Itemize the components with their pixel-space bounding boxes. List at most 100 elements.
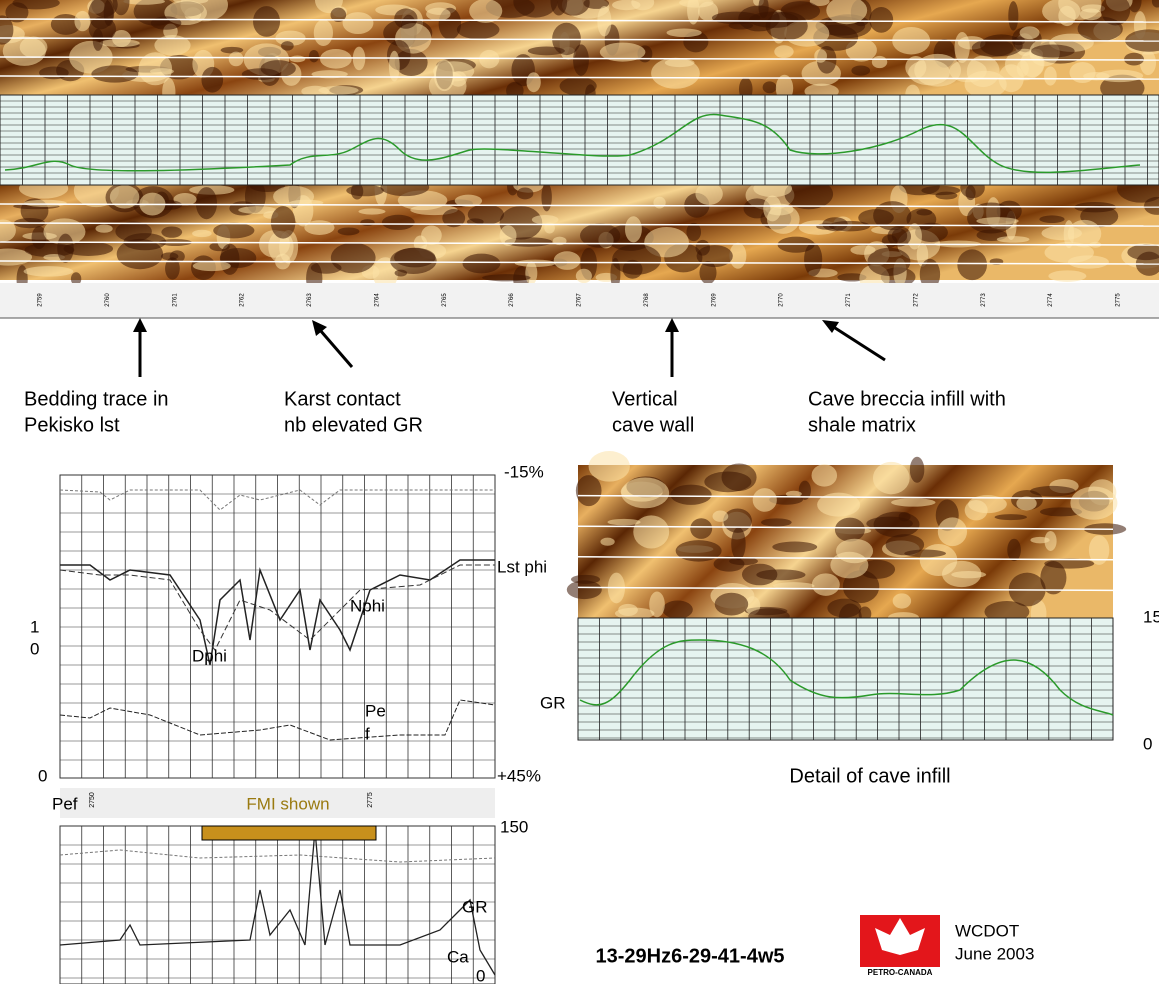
texture	[686, 222, 702, 242]
texture	[834, 517, 865, 542]
texture	[23, 199, 67, 207]
texture	[1007, 538, 1021, 562]
texture	[319, 49, 352, 69]
texture	[462, 253, 501, 274]
depth-label: 2773	[981, 293, 987, 307]
texture	[499, 225, 517, 246]
depth-label: 2765	[442, 293, 448, 307]
texture	[1041, 225, 1082, 241]
texture	[919, 544, 958, 577]
texture	[433, 59, 455, 92]
texture	[575, 475, 602, 507]
logo-text: PETRO-CANADA	[868, 968, 933, 977]
texture	[228, 51, 244, 67]
annotation: Pekisko lst	[24, 414, 120, 436]
texture	[192, 229, 212, 238]
texture	[892, 593, 912, 609]
depth-label: 2766	[509, 293, 515, 307]
scale-label: 0	[1143, 734, 1152, 753]
texture	[466, 218, 484, 226]
texture	[784, 178, 834, 210]
scale-label: -15%	[504, 462, 544, 481]
fmi-range-bar	[201, 825, 377, 841]
curve-label: GR	[540, 693, 566, 712]
texture	[964, 70, 1007, 99]
logo	[860, 915, 940, 979]
texture	[454, 194, 483, 207]
trace-line	[577, 556, 1114, 561]
texture	[1151, 0, 1159, 8]
texture	[887, 226, 911, 247]
texture	[607, 518, 641, 526]
texture	[281, 41, 294, 51]
texture	[624, 216, 642, 243]
texture	[1044, 66, 1057, 86]
depth-label: 2768	[644, 293, 650, 307]
texture	[804, 242, 823, 277]
texture	[798, 480, 811, 501]
texts: -15% Lst phi 1 0 Dphi Nphi Pe f 0 +45% P…	[30, 462, 1159, 984]
scale-label: +45%	[497, 766, 541, 785]
texture	[95, 224, 113, 233]
depth-label: 2761	[172, 293, 178, 307]
texture	[442, 209, 466, 228]
texture	[109, 185, 140, 209]
texture	[1030, 536, 1050, 544]
texture	[394, 8, 418, 29]
well-id: 13-29Hz6-29-41-4w5	[596, 945, 785, 967]
depth-label: 2750	[89, 792, 96, 808]
texture	[666, 28, 702, 38]
trace-line	[0, 18, 1159, 23]
trace-line	[0, 203, 1159, 208]
texture	[756, 569, 806, 581]
depth-label: 2759	[38, 293, 44, 307]
texture	[871, 55, 888, 69]
texture	[811, 464, 838, 487]
texture	[390, 247, 437, 274]
organization: WCDOT	[955, 921, 1019, 940]
curve-label: GR	[462, 897, 488, 916]
texture	[842, 570, 880, 603]
depth-labels: 2759 2760 2761 2762 2763 2764 2765 2766 2767 2768…	[38, 293, 1122, 307]
texture	[313, 19, 334, 47]
texture	[516, 187, 534, 200]
trace-line	[0, 37, 1159, 42]
texture	[1040, 561, 1067, 595]
texture	[74, 10, 91, 32]
texture	[531, 214, 559, 225]
texture	[308, 49, 320, 63]
texture	[851, 65, 871, 76]
texture	[695, 182, 723, 205]
texture	[1069, 61, 1096, 84]
depth-label: 2767	[577, 293, 583, 307]
arrows	[133, 318, 886, 377]
texture	[482, 274, 531, 282]
annotation: shale matrix	[808, 414, 916, 436]
annotation: nb elevated GR	[284, 414, 423, 436]
texture	[612, 0, 641, 11]
texture	[965, 185, 976, 201]
texture	[612, 244, 662, 275]
scale-label: 0	[476, 966, 485, 984]
texture	[830, 551, 869, 579]
texture	[699, 261, 717, 285]
texture	[765, 11, 808, 41]
texture	[310, 261, 342, 274]
trace-line	[577, 586, 1114, 592]
texture	[91, 65, 139, 83]
texture	[690, 518, 713, 539]
annotation: Cave breccia infill with	[808, 388, 1006, 410]
texture	[1016, 496, 1037, 511]
texture	[822, 217, 848, 232]
texture	[525, 261, 538, 285]
texture	[873, 201, 912, 231]
curve-label: Pef	[52, 794, 78, 813]
curve-label: Pe	[365, 701, 386, 720]
curve-label: Dphi	[192, 646, 227, 665]
depth-label: 2763	[307, 293, 313, 307]
texture	[996, 236, 1030, 243]
texture	[1008, 1, 1019, 31]
log-grids	[0, 94, 1159, 984]
texture	[149, 68, 174, 75]
depth-track	[0, 283, 1159, 318]
